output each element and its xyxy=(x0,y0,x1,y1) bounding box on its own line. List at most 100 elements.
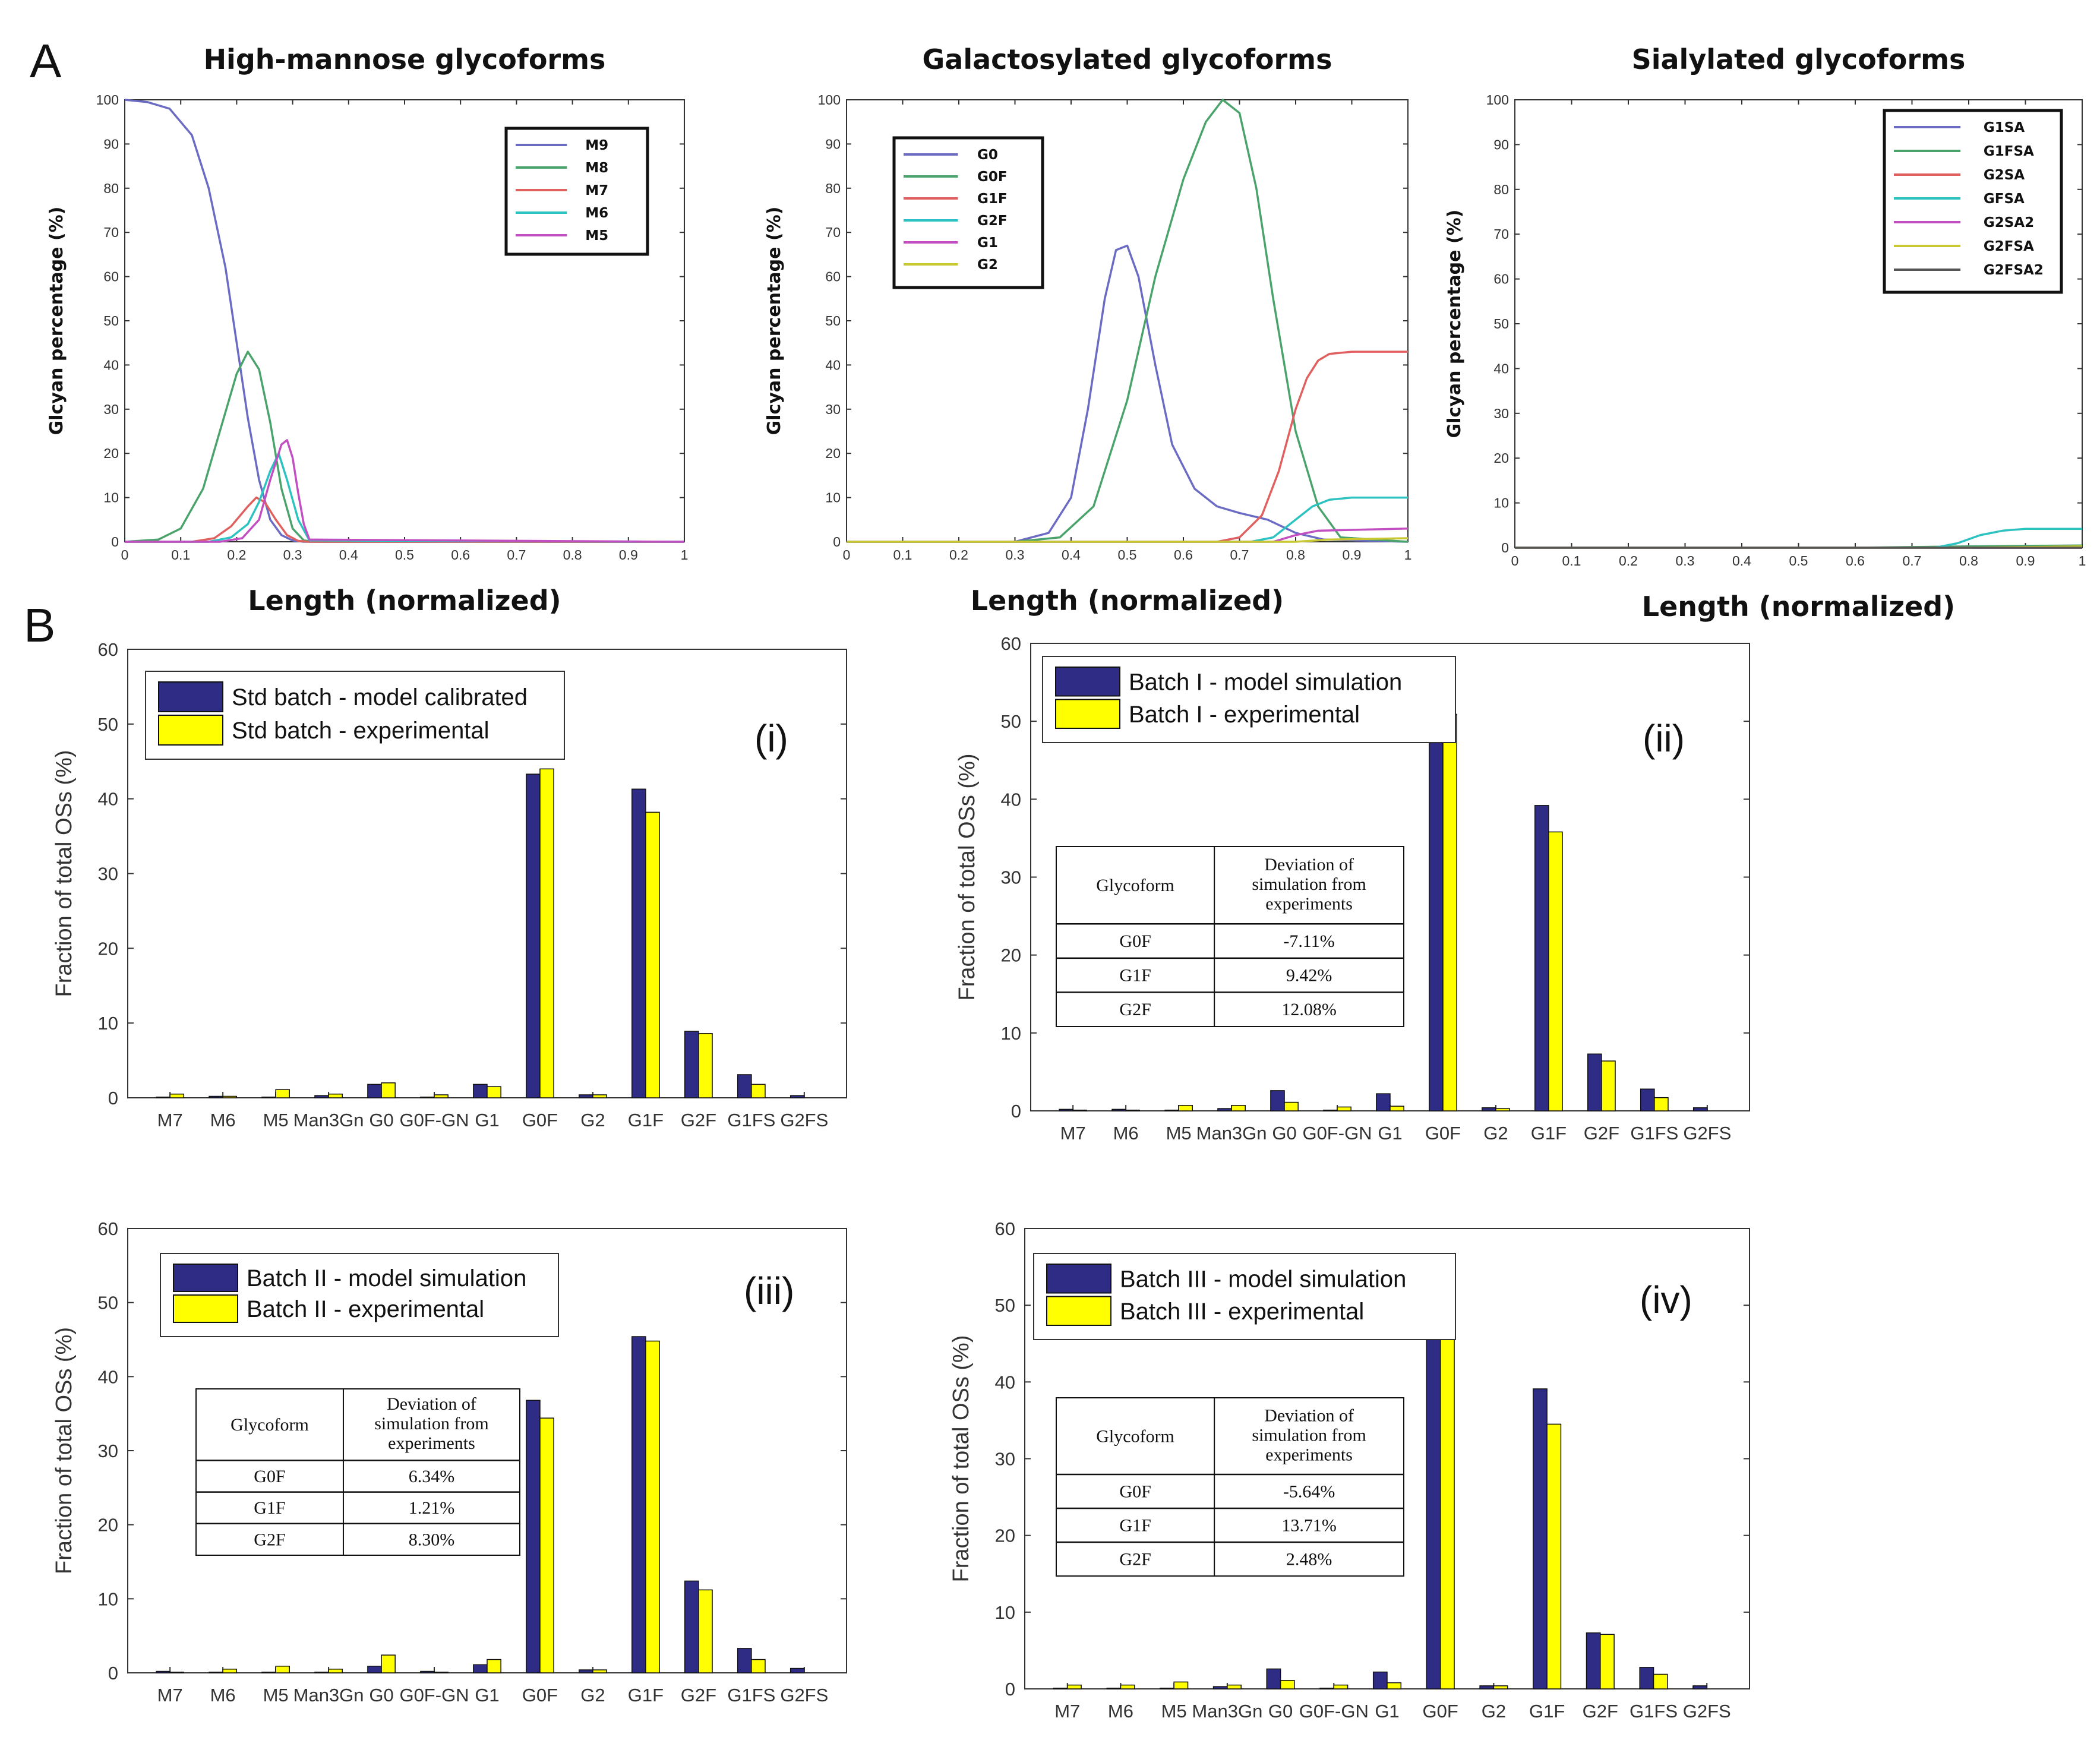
bar-model-g0f-gn xyxy=(1319,1687,1335,1689)
bar-model-g0f xyxy=(1429,741,1444,1111)
y-tick-label: 40 xyxy=(1493,361,1509,376)
y-tick-label: 100 xyxy=(1486,92,1509,108)
x-tick-label: G2 xyxy=(1482,1701,1506,1722)
bar-experimental-m7 xyxy=(1067,1684,1082,1689)
x-tick-label: Man3Gn xyxy=(293,1110,364,1130)
legend: Std batch - model calibrated Std batch - … xyxy=(145,671,565,760)
x-tick-label: 0.2 xyxy=(949,547,968,563)
bar-model-g1fs xyxy=(1639,1667,1654,1689)
x-tick-label: G1F xyxy=(628,1110,664,1130)
bar-experimental-m7 xyxy=(169,1093,185,1098)
x-tick-label: G2FS xyxy=(1683,1701,1731,1722)
bar-experimental-m7 xyxy=(169,1672,185,1673)
x-tick-label: M7 xyxy=(1060,1123,1086,1144)
legend-label: G2FSA xyxy=(1984,239,2034,254)
bar-experimental-g0 xyxy=(1280,1680,1295,1689)
bar-model-m7 xyxy=(1053,1687,1068,1689)
table-cell-glycoform: G2F xyxy=(254,1530,285,1549)
bar-model-g0f xyxy=(526,773,541,1098)
table-header-glycoform: Glycoform xyxy=(1096,876,1174,895)
deviation-table: Glycoform Deviation of simulation from expe… xyxy=(1056,846,1404,1027)
bar-model-g1 xyxy=(473,1084,488,1098)
x-tick-label: G1FS xyxy=(1630,1701,1678,1722)
x-tick-label: M5 xyxy=(1166,1123,1192,1144)
chart-title: Sialylated glycoforms xyxy=(1632,43,1966,75)
y-tick-label: 20 xyxy=(995,1526,1015,1546)
bar-chart-1: 0 10 20 30 40 50 60 M7 M6 M5 Man3Gn G0 G0F-GN G1 G0F G2… xyxy=(52,639,847,1130)
y-axis-label: Fraction of total OSs (%) xyxy=(52,750,77,997)
line-chart-2: Galactosylated glycoforms 0 0.1 0.2 0.3 0.4 0.… xyxy=(764,43,1411,617)
bar-experimental-m6 xyxy=(222,1669,238,1673)
x-tick-label: Man3Gn xyxy=(1192,1701,1262,1722)
y-tick-label: 50 xyxy=(1001,711,1021,732)
x-tick-label: M5 xyxy=(263,1110,289,1130)
deviation-table: Glycoform Deviation of simulation from expe… xyxy=(195,1388,520,1556)
x-tick-label: M6 xyxy=(1113,1123,1139,1144)
legend-swatch-experimental xyxy=(158,715,223,746)
bar-experimental-g0 xyxy=(381,1082,396,1098)
bar-model-g2f xyxy=(1587,1053,1602,1111)
table-cell-deviation: 1.21% xyxy=(409,1498,455,1518)
table-cell-glycoform: G0F xyxy=(254,1467,285,1486)
x-tick-label: 1 xyxy=(681,547,689,563)
x-tick-label: M5 xyxy=(263,1685,289,1706)
y-tick-label: 40 xyxy=(825,357,841,372)
x-tick-label: G2 xyxy=(1483,1123,1508,1144)
bar-experimental-m5 xyxy=(275,1089,290,1098)
bar-experimental-g2f xyxy=(1600,1634,1615,1689)
bar-model-g2f xyxy=(684,1580,699,1673)
x-tick-label: 0.2 xyxy=(1619,553,1638,569)
x-tick-label: G1F xyxy=(628,1685,664,1706)
y-tick-label: 100 xyxy=(818,92,841,108)
series-line-m6 xyxy=(125,452,685,543)
x-tick-label: G2FS xyxy=(1683,1123,1731,1144)
bar-experimental-g1fs xyxy=(751,1084,766,1098)
bar-experimental-g2f xyxy=(698,1589,713,1673)
bar-model-g2f xyxy=(1586,1632,1601,1689)
table-cell-deviation: 9.42% xyxy=(1286,966,1332,986)
table-cell-glycoform: G1F xyxy=(1119,1516,1151,1536)
bar-model-g0f-gn xyxy=(420,1670,435,1673)
bar-experimental-g0 xyxy=(1284,1101,1299,1111)
bar-experimental-m6 xyxy=(1120,1684,1135,1689)
bar-experimental-g1fs xyxy=(751,1659,766,1673)
y-axis-label: Glcyan percentage (%) xyxy=(1444,210,1465,438)
bar-model-m6 xyxy=(209,1672,223,1673)
x-tick-label: M6 xyxy=(1108,1701,1133,1722)
bar-model-m5 xyxy=(1160,1687,1174,1689)
legend-label: Batch II - experimental xyxy=(247,1296,484,1322)
bar-model-m5 xyxy=(261,1096,276,1098)
legend-label: Batch II - model simulation xyxy=(247,1265,526,1291)
table-cell-glycoform: G0F xyxy=(1119,931,1151,951)
bar-model-g1 xyxy=(1372,1671,1388,1689)
y-tick-label: 30 xyxy=(995,1449,1015,1470)
x-tick-label: G1FS xyxy=(727,1110,775,1130)
legend: Batch II - model simulation Batch II - ex… xyxy=(160,1253,559,1337)
x-axis-label: Length (normalized) xyxy=(971,585,1284,617)
y-tick-label: 20 xyxy=(103,446,119,461)
legend-label: M7 xyxy=(585,183,608,198)
bar-chart-3: 0 10 20 30 40 50 60 M7 M6 M5 Man3Gn G0 G0F-GN G1 G0F G2… xyxy=(52,1218,847,1706)
x-tick-label: 0.4 xyxy=(1732,553,1751,569)
y-tick-label: 30 xyxy=(1001,867,1021,888)
x-tick-label: 0.7 xyxy=(1903,553,1922,569)
table-cell-deviation: 6.34% xyxy=(409,1467,455,1486)
x-tick-label: 0.2 xyxy=(227,547,246,563)
bar-model-g1 xyxy=(473,1664,488,1673)
y-tick-label: 40 xyxy=(103,357,119,372)
bar-experimental-g0f-gn xyxy=(1333,1684,1349,1689)
y-tick-label: 30 xyxy=(1493,406,1509,421)
y-tick-label: 20 xyxy=(1001,945,1021,966)
bar-model-m6 xyxy=(209,1095,223,1098)
bar-experimental-man3gn xyxy=(1231,1105,1246,1111)
bar-model-g2f xyxy=(684,1031,699,1098)
legend-label: G2SA xyxy=(1984,168,2025,183)
y-tick-label: 60 xyxy=(98,639,118,660)
bar-experimental-g0f-gn xyxy=(434,1672,449,1673)
bar-model-g2 xyxy=(579,1094,593,1098)
y-tick-label: 20 xyxy=(1493,450,1509,466)
legend-label: G2F xyxy=(977,213,1008,229)
x-tick-label: G0F xyxy=(1423,1701,1458,1722)
x-tick-label: 0.1 xyxy=(171,547,190,563)
y-tick-label: 90 xyxy=(1493,137,1509,152)
